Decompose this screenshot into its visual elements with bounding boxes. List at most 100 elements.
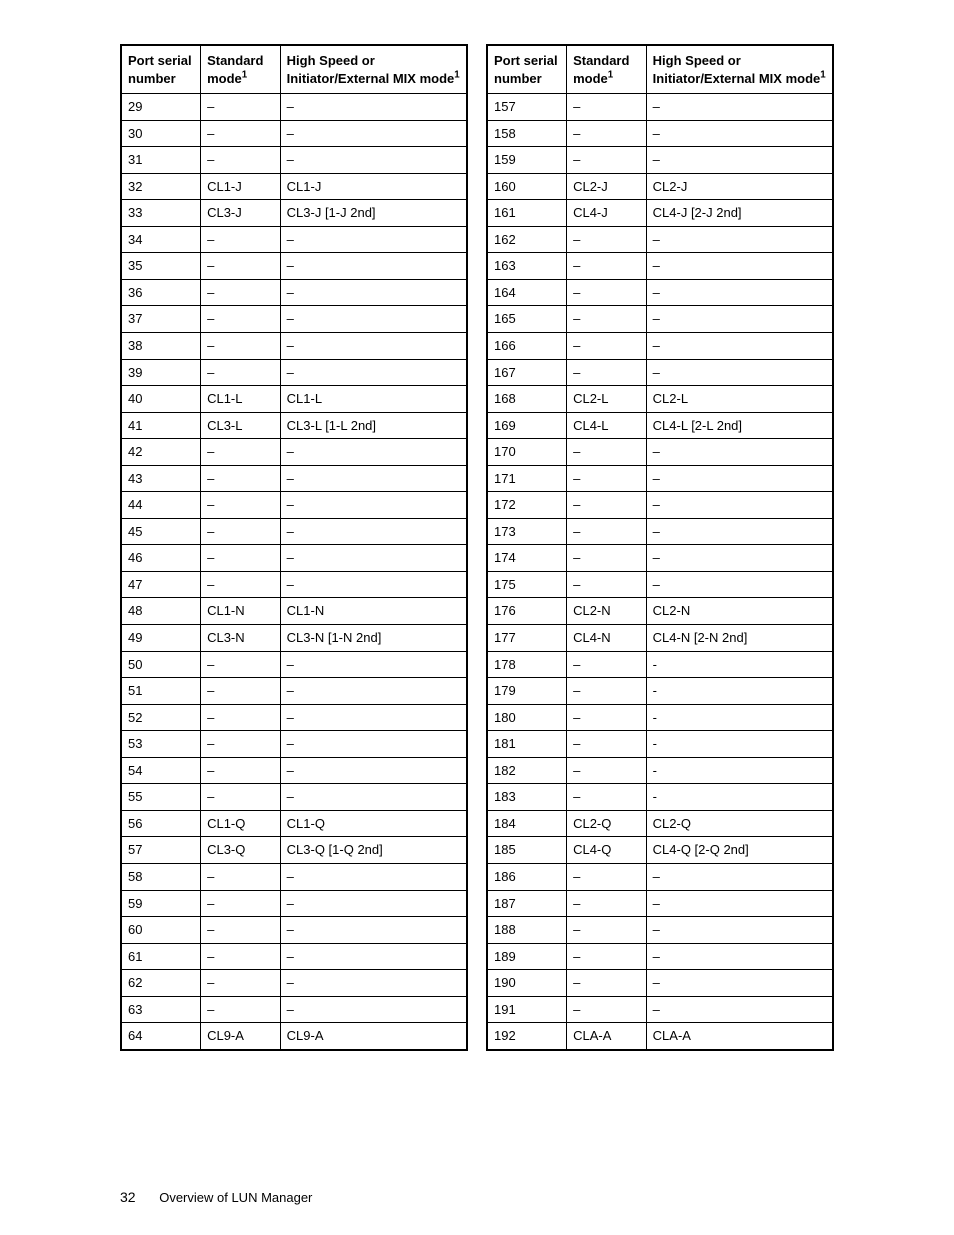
table-cell: CL4-Q [2-Q 2nd] (646, 837, 833, 864)
table-row: 59–– (121, 890, 467, 917)
table-cell: – (567, 943, 647, 970)
table-row: 57CL3-QCL3-Q [1-Q 2nd] (121, 837, 467, 864)
col-mix-mode-label: High Speed or Initiator/External MIX mod… (287, 53, 455, 86)
table-cell: – (280, 279, 467, 306)
table-cell: – (567, 492, 647, 519)
table-row: 54–– (121, 757, 467, 784)
table-cell: – (646, 359, 833, 386)
table-cell: 52 (121, 704, 201, 731)
table-cell: – (646, 970, 833, 997)
table-cell: – (646, 492, 833, 519)
table-cell: 30 (121, 120, 201, 147)
table-cell: CL2-L (567, 386, 647, 413)
table-row: 32CL1-JCL1-J (121, 173, 467, 200)
col-mix-mode: High Speed or Initiator/External MIX mod… (280, 45, 467, 94)
tables-row: Port serial number Standard mode1 High S… (120, 44, 834, 1051)
right-table-body: 157––158––159––160CL2-JCL2-J161CL4-JCL4-… (487, 94, 833, 1050)
table-cell: 190 (487, 970, 567, 997)
table-cell: CL2-J (567, 173, 647, 200)
table-cell: 33 (121, 200, 201, 227)
table-row: 185CL4-QCL4-Q [2-Q 2nd] (487, 837, 833, 864)
table-cell: CL2-L (646, 386, 833, 413)
table-row: 176CL2-NCL2-N (487, 598, 833, 625)
table-cell: – (646, 253, 833, 280)
table-cell: 57 (121, 837, 201, 864)
table-cell: 172 (487, 492, 567, 519)
table-row: 41CL3-LCL3-L [1-L 2nd] (121, 412, 467, 439)
col-port-serial-label: Port serial number (128, 53, 192, 86)
table-cell: – (201, 492, 281, 519)
table-cell: CL1-Q (280, 810, 467, 837)
table-cell: 44 (121, 492, 201, 519)
table-cell: 183 (487, 784, 567, 811)
table-cell: 31 (121, 147, 201, 174)
table-cell: – (646, 333, 833, 360)
page: Port serial number Standard mode1 High S… (0, 0, 954, 1235)
table-cell: CL4-J (567, 200, 647, 227)
table-cell: – (201, 917, 281, 944)
table-cell: CL3-N (201, 625, 281, 652)
table-cell: – (646, 545, 833, 572)
table-cell: CL4-N (567, 625, 647, 652)
table-row: 168CL2-LCL2-L (487, 386, 833, 413)
table-cell: – (567, 226, 647, 253)
table-cell: 169 (487, 412, 567, 439)
table-cell: CL3-J (201, 200, 281, 227)
table-cell: – (646, 120, 833, 147)
table-cell: – (201, 465, 281, 492)
table-cell: – (280, 943, 467, 970)
table-cell: – (567, 94, 647, 121)
table-row: 53–– (121, 731, 467, 758)
table-cell: – (646, 943, 833, 970)
table-cell: 29 (121, 94, 201, 121)
col-port-serial: Port serial number (487, 45, 567, 94)
table-row: 35–– (121, 253, 467, 280)
table-cell: – (201, 731, 281, 758)
table-cell: – (280, 147, 467, 174)
col-standard-mode-sup: 1 (608, 69, 613, 80)
table-cell: – (567, 545, 647, 572)
table-cell: 58 (121, 863, 201, 890)
table-row: 186–– (487, 863, 833, 890)
table-cell: – (201, 678, 281, 705)
table-row: 34–– (121, 226, 467, 253)
col-standard-mode: Standard mode1 (567, 45, 647, 94)
table-row: 61–– (121, 943, 467, 970)
table-row: 40CL1-LCL1-L (121, 386, 467, 413)
table-row: 51–– (121, 678, 467, 705)
table-cell: – (646, 917, 833, 944)
table-row: 164–– (487, 279, 833, 306)
table-cell: CL3-L (201, 412, 281, 439)
right-table: Port serial number Standard mode1 High S… (486, 44, 834, 1051)
table-cell: 168 (487, 386, 567, 413)
table-cell: 158 (487, 120, 567, 147)
table-cell: 176 (487, 598, 567, 625)
table-cell: CL1-L (201, 386, 281, 413)
table-row: 52–– (121, 704, 467, 731)
right-table-head: Port serial number Standard mode1 High S… (487, 45, 833, 94)
table-cell: – (280, 863, 467, 890)
table-cell: CL3-Q (201, 837, 281, 864)
page-footer: 32 Overview of LUN Manager (120, 1189, 312, 1205)
table-cell: 177 (487, 625, 567, 652)
table-cell: CLA-A (567, 1023, 647, 1050)
table-row: 160CL2-JCL2-J (487, 173, 833, 200)
left-table-wrap: Port serial number Standard mode1 High S… (120, 44, 468, 1051)
table-cell: 161 (487, 200, 567, 227)
table-cell: CL1-N (280, 598, 467, 625)
table-cell: 185 (487, 837, 567, 864)
table-cell: - (646, 784, 833, 811)
table-cell: 189 (487, 943, 567, 970)
table-row: 170–– (487, 439, 833, 466)
table-row: 45–– (121, 518, 467, 545)
table-cell: – (201, 94, 281, 121)
table-row: 188–– (487, 917, 833, 944)
table-cell: – (646, 890, 833, 917)
table-cell: 165 (487, 306, 567, 333)
table-cell: CL3-L [1-L 2nd] (280, 412, 467, 439)
table-row: 158–– (487, 120, 833, 147)
table-row: 167–– (487, 359, 833, 386)
table-cell: 164 (487, 279, 567, 306)
table-cell: 163 (487, 253, 567, 280)
table-cell: 166 (487, 333, 567, 360)
